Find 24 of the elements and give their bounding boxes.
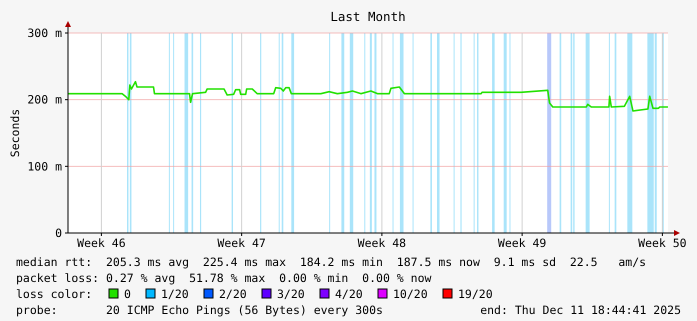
chart-title: Last Month <box>330 9 406 24</box>
x-tick-label: Week 48 <box>358 236 406 250</box>
y-axis-title: Seconds <box>8 108 22 158</box>
x-tick-label: Week 49 <box>498 236 546 250</box>
y-tick-label: 100 m <box>27 159 62 174</box>
legend-title: loss color: <box>16 287 92 301</box>
legend-label: 19/20 <box>458 287 493 301</box>
x-tick-label: Week 46 <box>77 236 126 250</box>
legend-label: 0 <box>124 287 131 301</box>
legend-label: 2/20 <box>219 287 247 301</box>
text: packet loss: 0.27 % avg 51.78 % max 0.00 % min 0.00 % now <box>16 271 432 285</box>
legend-label: 1/20 <box>161 287 189 301</box>
text: end: Thu Dec 11 18:44:41 2025 <box>480 303 681 317</box>
legend-label: 10/20 <box>393 287 428 301</box>
text: probe: 20 ICMP Echo Pings (56 Bytes) every 300s <box>16 303 383 317</box>
text: median rtt: 205.3 ms avg 225.4 ms max 184.2 ms min 187.5 ms now 9.1 ms sd 22.5 am/s <box>16 255 646 269</box>
legend-label: 4/20 <box>335 287 363 301</box>
legend-label: 3/20 <box>277 287 305 301</box>
x-tick-label: Week 50 <box>638 236 687 250</box>
line-series <box>67 80 669 112</box>
y-tick-label: 300 m <box>27 26 62 40</box>
y-tick-label: 200 m <box>27 92 62 107</box>
y-tick-label: 0 <box>55 226 62 240</box>
x-tick-label: Week 47 <box>217 236 266 250</box>
